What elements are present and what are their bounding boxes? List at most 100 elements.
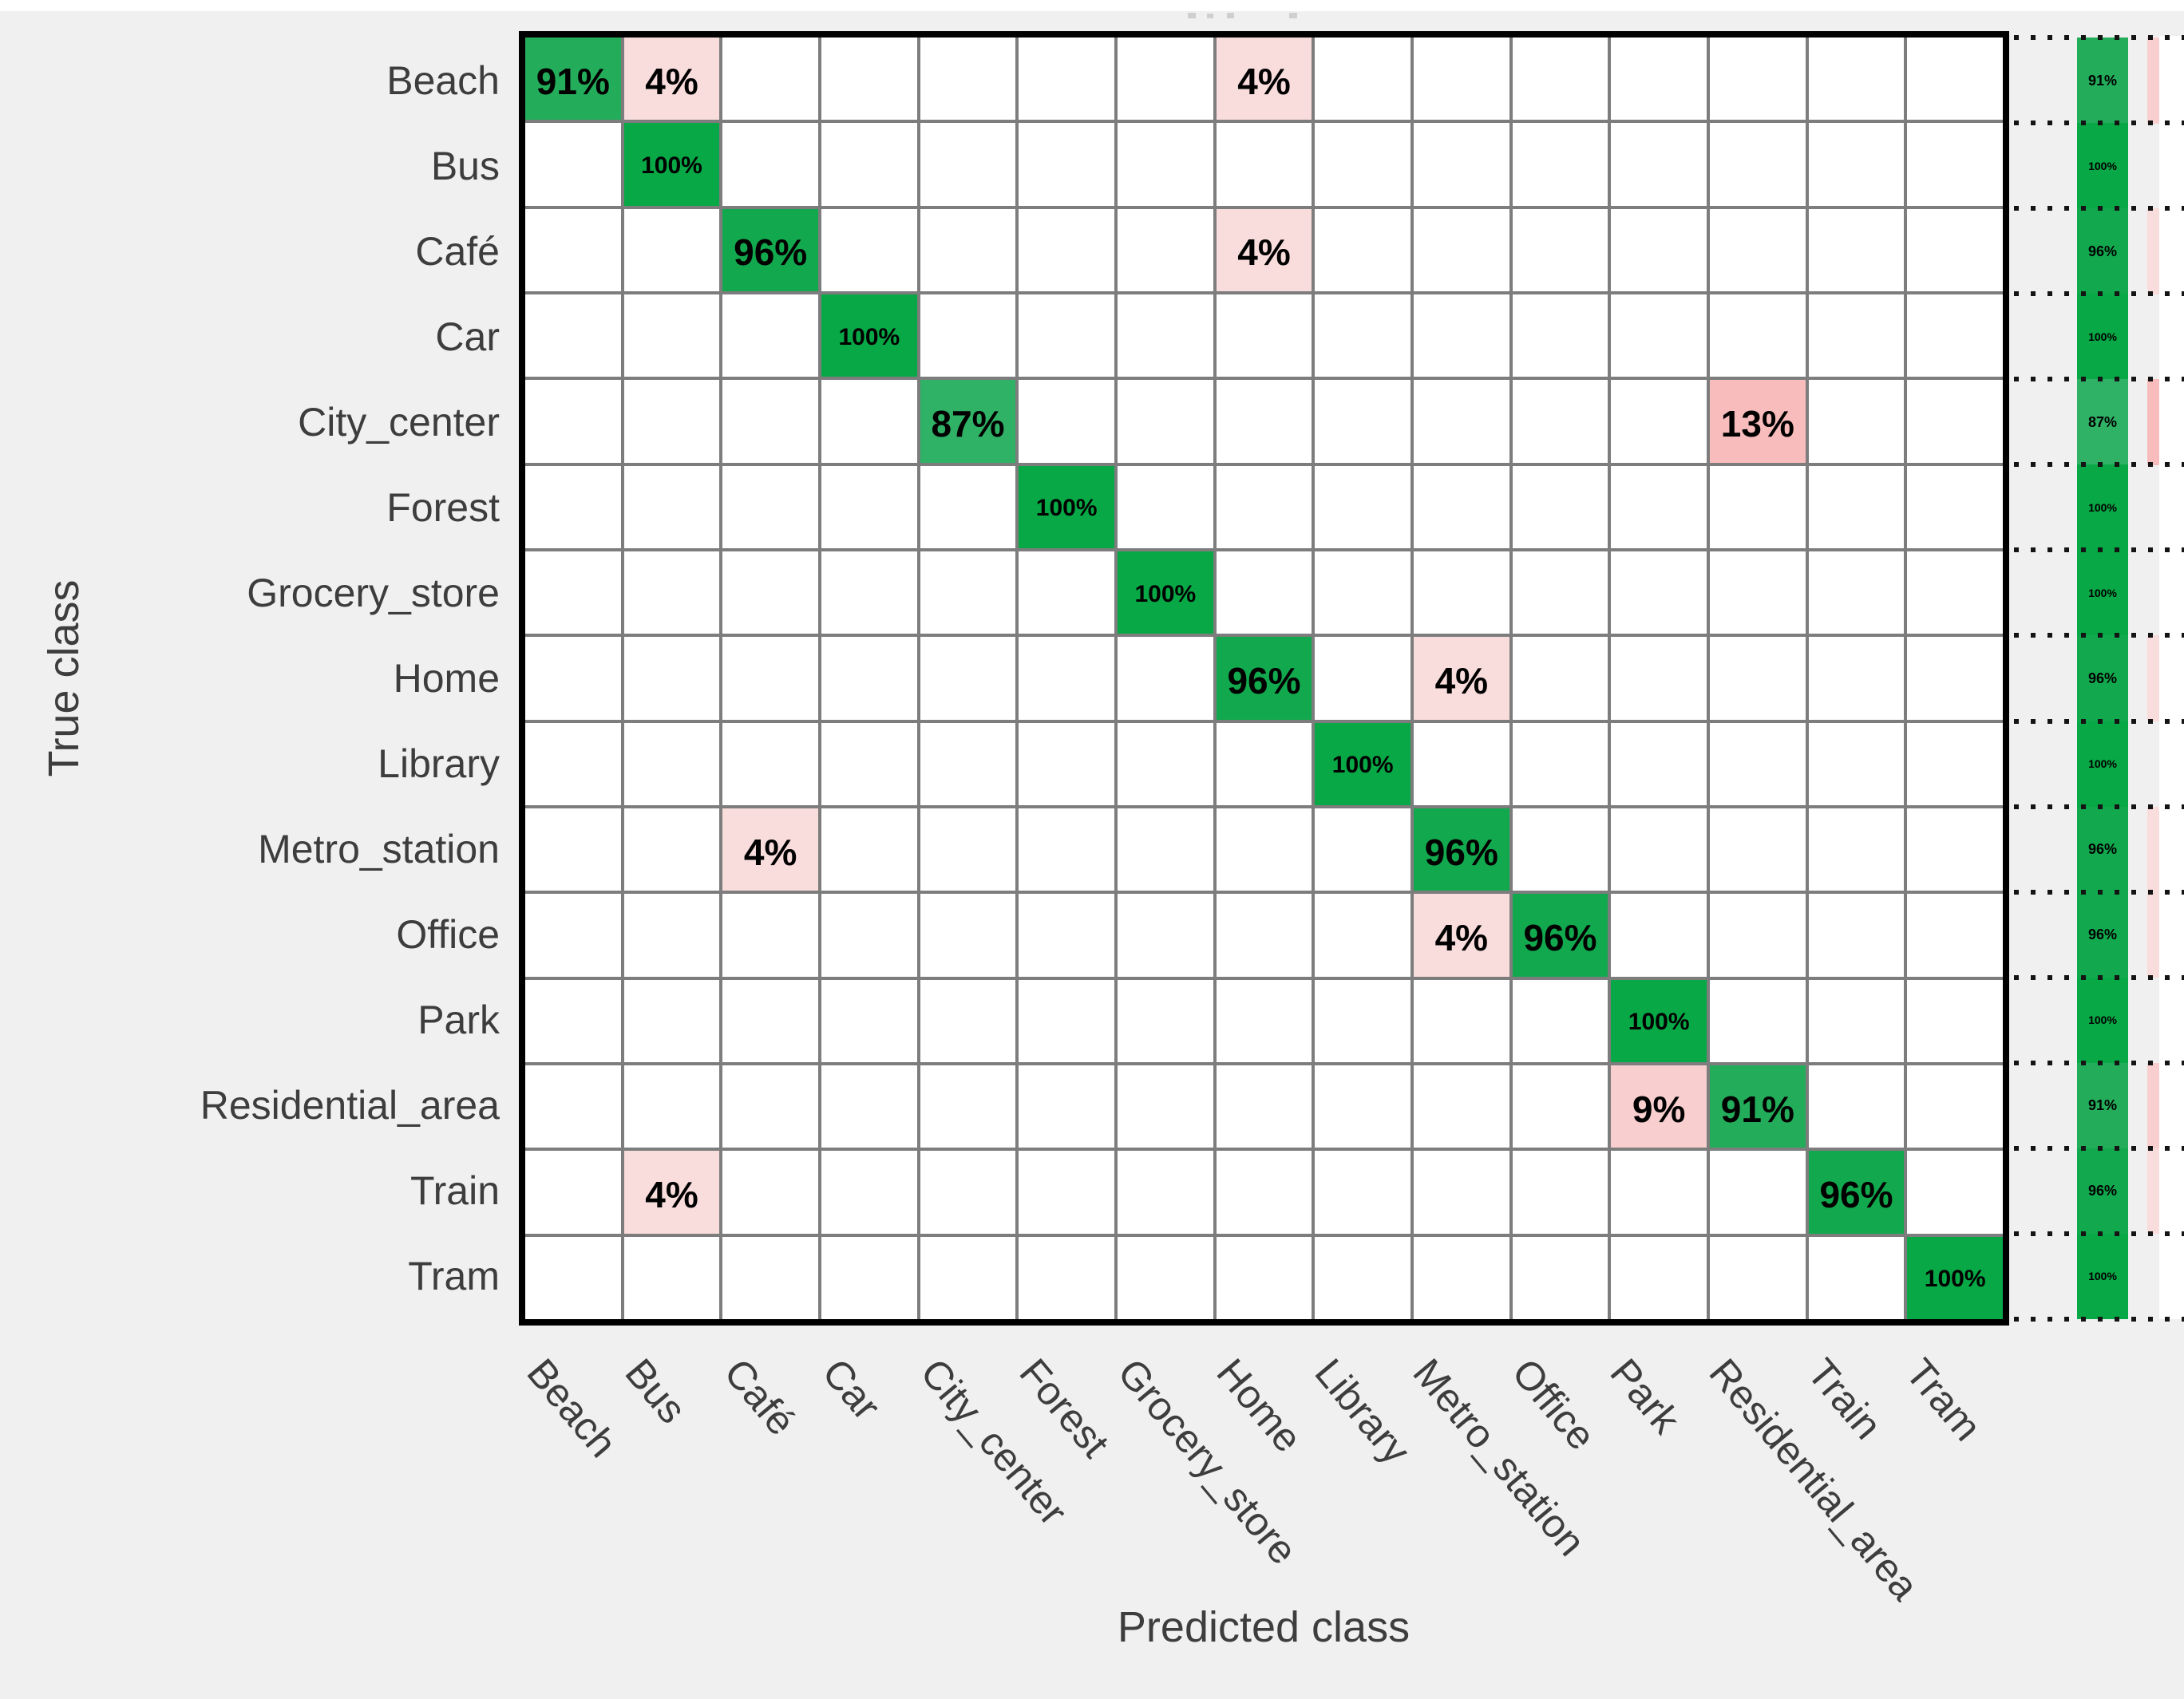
matrix-cell-Park-Forest	[1019, 979, 1114, 1062]
matrix-cell-Forest-Beach	[525, 465, 621, 548]
row-boundary-dotted-line	[2014, 1145, 2184, 1151]
matrix-cell-Office-Library	[1315, 894, 1410, 977]
matrix-cell-Library-Metro_station	[1413, 722, 1509, 805]
matrix-cell-Residential_area-City_center	[920, 1065, 1016, 1148]
matrix-cell-Forest-Tram	[1907, 465, 2003, 548]
matrix-cell-Beach-Office	[1512, 38, 1608, 121]
row-summary-cell-Car: 100%	[2077, 294, 2128, 380]
matrix-cell-Tram-Metro_station	[1413, 1236, 1509, 1319]
matrix-cell-City_center-Tram	[1907, 380, 2003, 463]
matrix-cell-Café-Residential_area	[1709, 208, 1806, 291]
matrix-cell-value: 96%	[1819, 1173, 1893, 1215]
row-summary-value: 96%	[2087, 670, 2118, 686]
matrix-cell-Tram-Car	[821, 1236, 917, 1319]
row-boundary-dotted-line	[2014, 121, 2184, 126]
matrix-cell-Tram-Bus	[623, 1236, 720, 1319]
y-tick-label-Park: Park	[417, 998, 500, 1043]
matrix-cell-Metro_station-Home	[1216, 808, 1312, 891]
row-summary-cell-Metro_station: 96%	[2077, 806, 2128, 892]
matrix-cell-Home-Home: 96%	[1216, 637, 1312, 720]
matrix-cell-Car-Park	[1611, 294, 1707, 377]
matrix-cell-Grocery_store-Library	[1315, 551, 1410, 634]
row-summary-cell-Park: 100%	[2077, 977, 2128, 1063]
matrix-cell-value: 100%	[1331, 752, 1394, 779]
matrix-cell-Metro_station-Residential_area	[1709, 808, 1806, 891]
x-tick-label-Library: Library	[1306, 1350, 1419, 1473]
row-summary-miss-cell-Home	[2147, 635, 2159, 722]
matrix-cell-Bus-Library	[1315, 123, 1410, 206]
matrix-cell-Café-Home: 4%	[1216, 208, 1312, 291]
matrix-cell-Park-Residential_area	[1709, 979, 1806, 1062]
row-boundary-dotted-line	[2014, 889, 2184, 895]
matrix-cell-Beach-Tram	[1907, 38, 2003, 121]
row-summary-miss-cell-Office	[2147, 891, 2159, 978]
row-boundary-dotted-line	[2014, 1060, 2184, 1065]
matrix-cell-Metro_station-Train	[1808, 808, 1905, 891]
row-summary-value: 87%	[2087, 413, 2118, 430]
matrix-cell-Home-Grocery_store	[1117, 637, 1213, 720]
matrix-cell-Home-Library	[1315, 637, 1410, 720]
y-tick-label-Home: Home	[393, 656, 500, 701]
matrix-cell-Beach-Grocery_store	[1117, 38, 1213, 121]
x-tick-label-Train: Train	[1798, 1350, 1891, 1448]
matrix-cell-Tram-Beach	[525, 1236, 621, 1319]
matrix-cell-Library-Residential_area	[1709, 722, 1806, 805]
row-boundary-dotted-line	[2014, 804, 2184, 809]
matrix-cell-Grocery_store-Beach	[525, 551, 621, 634]
matrix-cell-Grocery_store-Car	[821, 551, 917, 634]
x-tick-label-Tram: Tram	[1897, 1350, 1991, 1450]
y-tick-label-Beach: Beach	[386, 57, 500, 103]
matrix-cell-Office-Park	[1611, 894, 1707, 977]
matrix-cell-value: 87%	[931, 402, 1005, 445]
matrix-cell-Home-Residential_area	[1709, 637, 1806, 720]
matrix-cell-Tram-City_center	[920, 1236, 1016, 1319]
row-summary-cell-Home: 96%	[2077, 635, 2128, 721]
matrix-cell-Library-Forest	[1019, 722, 1114, 805]
row-summary-value: 91%	[2087, 1097, 2118, 1114]
matrix-cell-value: 9%	[1632, 1088, 1686, 1130]
matrix-cell-Office-Residential_area	[1709, 894, 1806, 977]
matrix-cell-Residential_area-Metro_station	[1413, 1065, 1509, 1148]
matrix-cell-Residential_area-Beach	[525, 1065, 621, 1148]
row-summary-cell-Café: 96%	[2077, 208, 2128, 294]
y-tick-label-City_center: City_center	[298, 399, 500, 445]
row-summary-band: 91% 100% 96% 100% 87% 100% 100% 96% 100% 96% 96% 10…	[2077, 38, 2128, 1319]
row-summary-miss-cell-City_center	[2147, 379, 2159, 465]
matrix-cell-Train-Home	[1216, 1151, 1312, 1234]
matrix-cell-City_center-Home	[1216, 380, 1312, 463]
cropped-text-artifact	[1207, 14, 1213, 18]
row-summary-value: 100%	[2088, 159, 2117, 172]
x-tick-label-Beach: Beach	[518, 1350, 626, 1466]
matrix-cell-Park-Library	[1315, 979, 1410, 1062]
matrix-cell-City_center-Office	[1512, 380, 1608, 463]
confusion-matrix	[519, 31, 2009, 1326]
matrix-cell-Metro_station-Library	[1315, 808, 1410, 891]
matrix-cell-City_center-Park	[1611, 380, 1707, 463]
row-summary-value: 96%	[2087, 243, 2118, 259]
matrix-cell-Beach-Train	[1808, 38, 1905, 121]
row-summary-value: 96%	[2087, 841, 2118, 858]
matrix-cell-Residential_area-Bus	[623, 1065, 720, 1148]
matrix-cell-Café-Train	[1808, 208, 1905, 291]
matrix-cell-Forest-Metro_station	[1413, 465, 1509, 548]
matrix-cell-Library-Bus	[623, 722, 720, 805]
row-summary-cell-Beach: 91%	[2077, 38, 2128, 124]
matrix-cell-Park-Metro_station	[1413, 979, 1509, 1062]
matrix-cell-Home-Bus	[623, 637, 720, 720]
matrix-cell-Library-Tram	[1907, 722, 2003, 805]
matrix-cell-Home-Park	[1611, 637, 1707, 720]
matrix-cell-value: 100%	[1628, 1009, 1690, 1036]
row-summary-cell-Bus: 100%	[2077, 123, 2128, 209]
matrix-cell-Grocery_store-Grocery_store: 100%	[1117, 551, 1213, 634]
matrix-cell-Office-Home	[1216, 894, 1312, 977]
matrix-cell-value: 96%	[1424, 831, 1498, 873]
row-boundary-dotted-line	[2014, 633, 2184, 638]
matrix-cell-Café-Office	[1512, 208, 1608, 291]
matrix-cell-value: 4%	[743, 831, 797, 873]
figure-right-margin	[2159, 36, 2184, 1319]
matrix-cell-Forest-Library	[1315, 465, 1410, 548]
matrix-cell-Car-Forest	[1019, 294, 1114, 377]
x-axis-title: Predicted class	[1117, 1603, 1410, 1651]
matrix-cell-Residential_area-Home	[1216, 1065, 1312, 1148]
matrix-cell-Library-Park	[1611, 722, 1707, 805]
